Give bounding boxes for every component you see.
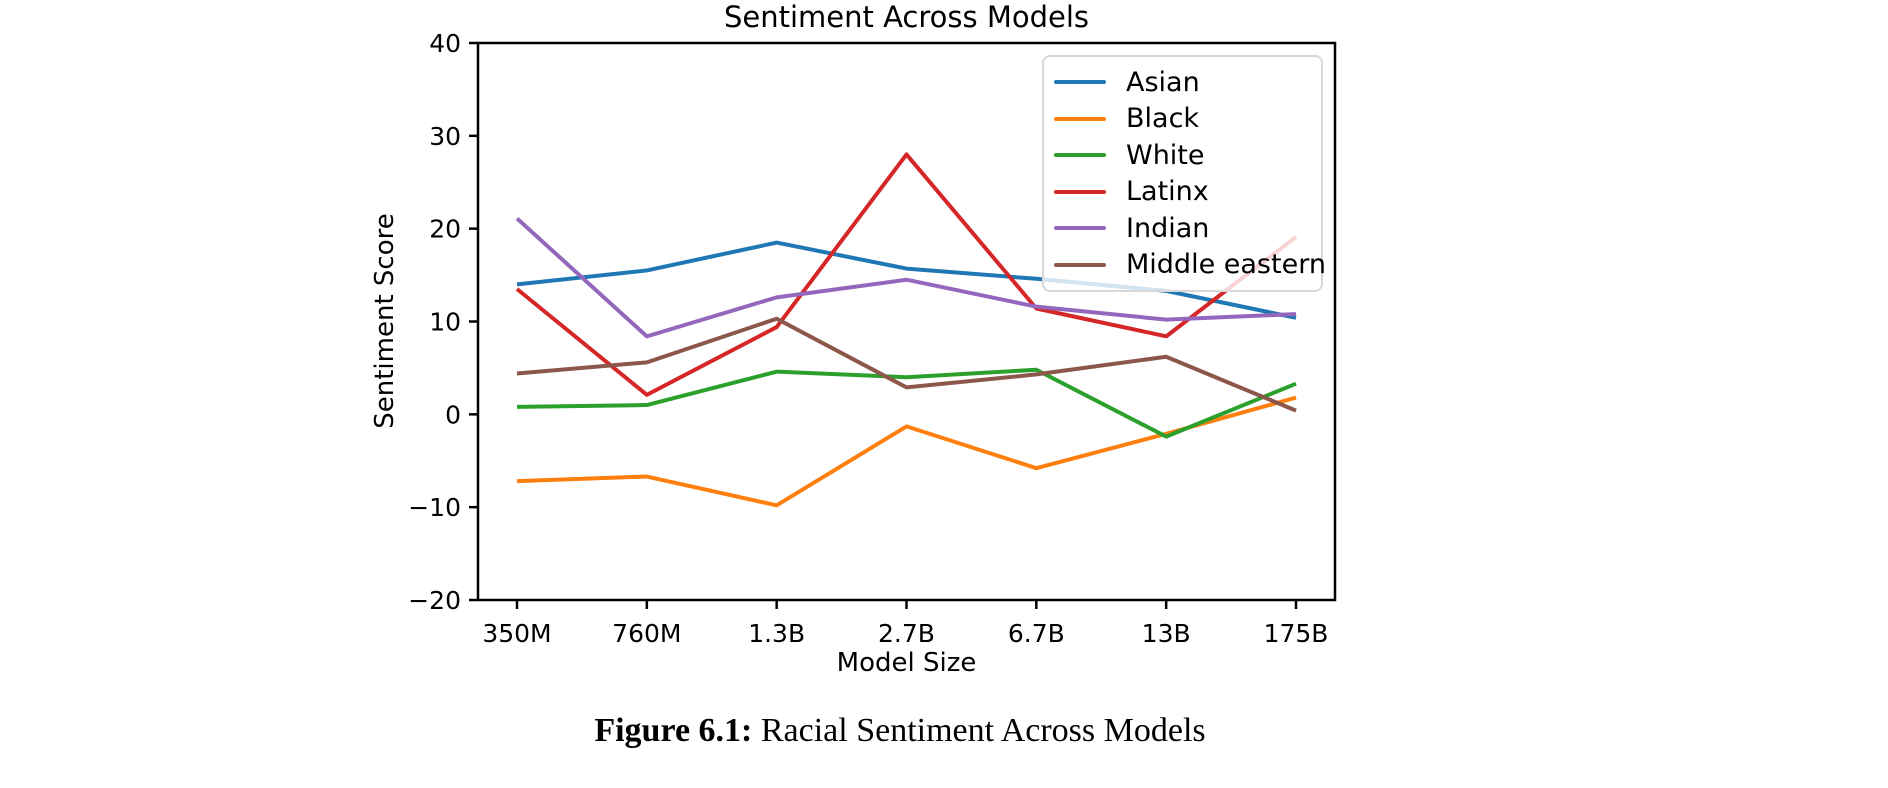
legend-swatch — [1054, 153, 1106, 158]
y-tick-label: −20 — [408, 586, 461, 615]
legend-label: White — [1126, 139, 1205, 171]
legend-item: Latinx — [1054, 178, 1321, 205]
legend-swatch — [1054, 116, 1106, 121]
y-tick-label: 30 — [429, 122, 461, 151]
legend-item: Black — [1054, 105, 1321, 132]
legend-swatch — [1054, 226, 1106, 231]
x-tick-label: 13B — [1142, 619, 1191, 648]
x-tick-label: 175B — [1264, 619, 1329, 648]
legend: Asian Black White Latinx Indian Middle easter… — [1042, 55, 1326, 292]
series-line-black — [516, 395, 1297, 508]
x-tick-label: 2.7B — [878, 619, 935, 648]
legend-item: Indian — [1054, 215, 1321, 242]
legend-item: Asian — [1054, 69, 1321, 96]
x-tick-label: 6.7B — [1008, 619, 1065, 648]
series-line-indian — [515, 216, 1297, 339]
legend-label: Asian — [1126, 66, 1200, 98]
caption-prefix: Figure 6.1: — [594, 712, 753, 749]
legend-swatch — [1054, 262, 1106, 267]
x-axis-label: Model Size — [836, 648, 977, 678]
legend-swatch — [1054, 189, 1106, 194]
y-tick-label: 20 — [429, 215, 461, 244]
y-tick-label: −10 — [408, 493, 461, 522]
legend-label: Black — [1126, 103, 1200, 135]
series-line-white — [516, 367, 1297, 439]
legend-label: Latinx — [1126, 176, 1209, 208]
legend-item: White — [1054, 142, 1321, 169]
legend-swatch — [1054, 80, 1106, 85]
x-tick-label: 1.3B — [748, 619, 805, 648]
y-tick-label: 10 — [429, 308, 461, 337]
series-line-middle-eastern — [516, 316, 1297, 413]
caption-text: Racial Sentiment Across Models — [752, 712, 1206, 749]
legend-item: Middle eastern — [1054, 251, 1326, 278]
legend-label: Indian — [1126, 212, 1210, 244]
figure-caption: Figure 6.1: Racial Sentiment Across Mode… — [0, 712, 1800, 750]
chart-title: Sentiment Across Models — [723, 0, 1090, 34]
y-tick-label: 40 — [429, 29, 461, 58]
y-tick-label: 0 — [445, 400, 461, 429]
legend-label: Middle eastern — [1126, 249, 1326, 281]
x-tick-label: 350M — [482, 619, 551, 648]
x-tick-label: 760M — [612, 619, 681, 648]
series-line-latinx — [515, 152, 1298, 397]
